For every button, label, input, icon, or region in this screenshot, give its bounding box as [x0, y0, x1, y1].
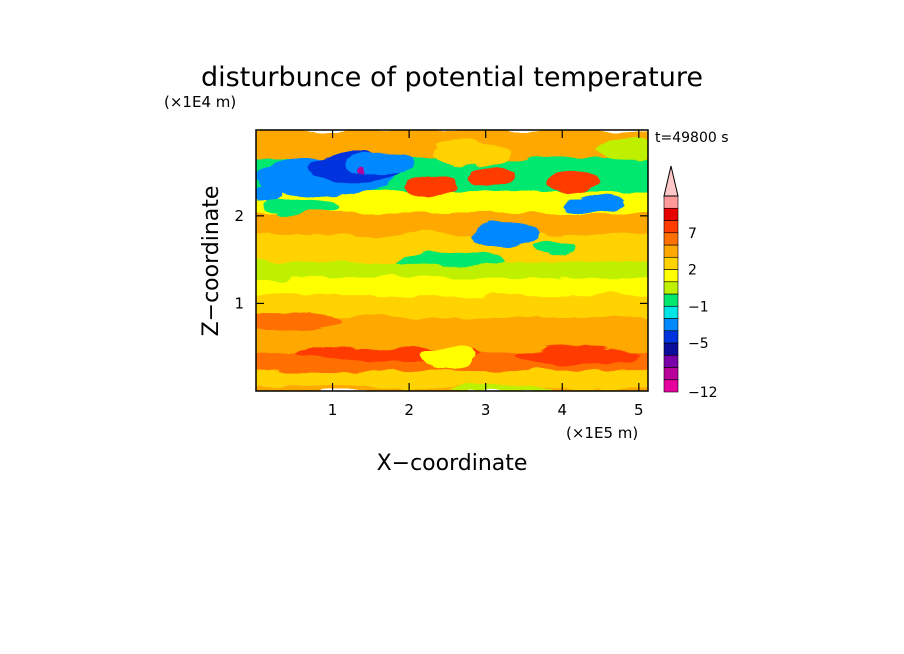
field-feature [470, 167, 517, 186]
x-tick-label: 5 [634, 401, 644, 419]
y-axis-title: Z−coordinate [199, 186, 224, 337]
colorbar-tick-label: −1 [688, 299, 709, 315]
colorbar: −12−5−127 [663, 165, 718, 401]
field-band [256, 211, 648, 235]
y-tick-label: 2 [234, 207, 244, 225]
colorbar-box [663, 281, 679, 295]
contour-fill [256, 130, 648, 391]
field-feature [516, 347, 639, 365]
colorbar-box [663, 269, 679, 283]
colorbar-box [663, 305, 679, 319]
x-axis: 1 2 3 4 5 [328, 130, 644, 419]
colorbar-box [663, 318, 679, 332]
colorbar-box [663, 207, 679, 221]
colorbar-tick-label: −12 [688, 385, 718, 401]
colorbar-box [663, 244, 679, 258]
colorbar-tick-label: 2 [688, 263, 697, 279]
field-feature [256, 183, 283, 205]
field-feature [546, 170, 601, 192]
field-band [256, 259, 648, 279]
field-feature [263, 200, 341, 215]
field-feature [596, 137, 648, 164]
colorbar-arrow [663, 165, 679, 197]
colorbar-box [663, 232, 679, 246]
colorbar-box [663, 379, 679, 393]
colorbar-tick-label: 7 [688, 226, 697, 242]
x-tick-label: 2 [404, 401, 414, 419]
field-band [256, 316, 648, 338]
y-unit-label: (×1E4 m) [164, 93, 236, 111]
field-feature [359, 167, 368, 173]
field-feature [470, 224, 540, 246]
field-feature [393, 252, 501, 267]
field-feature [432, 141, 509, 168]
colorbar-box [663, 220, 679, 234]
field-band [256, 294, 648, 318]
x-axis-title: X−coordinate [377, 451, 528, 476]
colorbar-box [663, 330, 679, 344]
y-axis: 12 [234, 207, 648, 312]
colorbar-box [663, 367, 679, 381]
y-tick-label: 1 [234, 294, 244, 312]
field-feature [405, 176, 459, 194]
colorbar-box [663, 342, 679, 356]
time-label: t=49800 s [655, 130, 729, 146]
x-tick-label: 3 [481, 401, 491, 419]
colorbar-box [663, 354, 679, 368]
field-feature [256, 312, 341, 330]
colorbar-box [663, 293, 679, 307]
field-band [256, 189, 648, 213]
colorbar-tick-label: −5 [688, 336, 709, 352]
contour-field [256, 130, 648, 391]
field-feature [447, 385, 555, 391]
field-feature [344, 152, 413, 174]
field-band [256, 369, 648, 387]
field-feature [562, 193, 624, 212]
x-tick-label: 1 [328, 401, 338, 419]
colorbar-box [663, 195, 679, 209]
field-feature [535, 240, 574, 253]
x-unit-label: (×1E5 m) [566, 424, 638, 442]
field-feature [420, 347, 475, 369]
colorbar-box [663, 256, 679, 270]
x-tick-label: 4 [557, 401, 567, 419]
chart-title: disturbunce of potential temperature [201, 62, 703, 93]
field-band [256, 277, 648, 296]
plot-frame [255, 129, 649, 392]
